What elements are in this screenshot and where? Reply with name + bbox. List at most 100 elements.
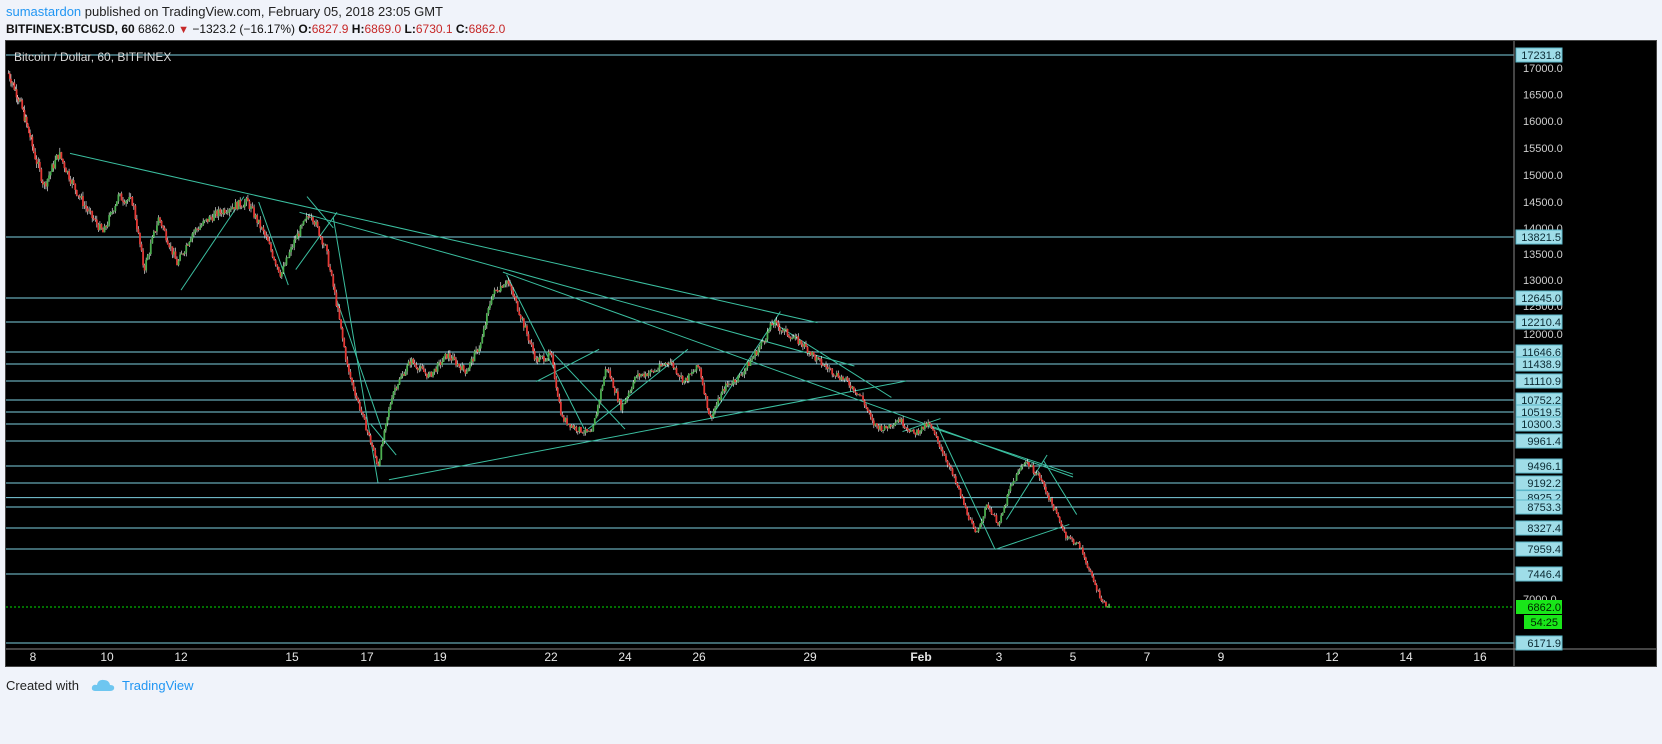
level-label-box	[1515, 499, 1563, 515]
candle-body	[346, 359, 349, 365]
trendline[interactable]	[506, 274, 585, 430]
trendline[interactable]	[535, 348, 600, 383]
price-chart[interactable]: 17000.0 16500.0 16000.0 15500.0 15000.0 14500…	[6, 41, 1656, 666]
candle-body	[305, 216, 308, 220]
candle-body	[592, 425, 595, 432]
candle-body	[1014, 480, 1016, 482]
candle-body	[927, 422, 930, 427]
candle-body	[954, 476, 957, 484]
candle-body	[729, 383, 732, 385]
trendline[interactable]	[936, 423, 996, 550]
level-label-box	[1515, 314, 1563, 330]
candle-body	[906, 427, 909, 431]
candle-body	[290, 247, 292, 253]
trendline[interactable]	[69, 152, 818, 324]
candle-body	[791, 337, 794, 340]
trendline[interactable]	[902, 418, 941, 433]
candle-body	[658, 364, 661, 370]
trendline[interactable]	[920, 423, 1074, 475]
level-label: 11110.9	[1524, 376, 1561, 388]
candle-body	[398, 378, 401, 385]
candle-body	[851, 386, 854, 389]
trendline[interactable]	[180, 196, 245, 291]
author-link[interactable]: sumastardon	[6, 4, 82, 19]
candle-body	[598, 400, 601, 406]
candle-body	[1095, 585, 1098, 591]
candle-body	[1043, 482, 1046, 487]
candle-body	[307, 216, 310, 218]
candle-body	[723, 388, 726, 391]
candle-body	[761, 341, 764, 343]
candle-body	[731, 384, 733, 385]
candle-body	[322, 244, 325, 246]
candle-body	[72, 180, 75, 184]
candle-body	[624, 399, 627, 404]
candle-body	[247, 198, 249, 202]
candle-body	[835, 372, 838, 376]
candle-body	[506, 280, 508, 284]
candle-body	[820, 358, 823, 366]
candle-body	[277, 266, 280, 273]
candle-body	[106, 224, 109, 228]
trendline[interactable]	[370, 423, 397, 456]
candle-body	[465, 371, 468, 374]
candle-body	[1078, 542, 1081, 549]
candle-body	[421, 366, 424, 369]
candle-body	[1023, 463, 1026, 466]
trendline[interactable]	[388, 380, 907, 481]
candle-body	[332, 275, 335, 287]
candle-body	[82, 196, 84, 207]
candle-body	[392, 391, 395, 399]
trendline[interactable]	[295, 212, 338, 270]
candle-body	[825, 364, 827, 367]
candle-body	[1071, 538, 1073, 540]
trendline[interactable]	[772, 322, 892, 398]
candle-body	[785, 328, 787, 330]
candle-body	[337, 305, 339, 308]
down-arrow-icon: ▼	[178, 24, 189, 36]
candle-body	[621, 404, 624, 411]
candle-body	[633, 376, 636, 383]
trendline[interactable]	[994, 523, 1070, 550]
trendline[interactable]	[1042, 460, 1078, 515]
candle-body	[1029, 466, 1032, 468]
level-label-box	[1515, 566, 1563, 582]
candle-body	[340, 319, 342, 329]
candle-body	[384, 423, 387, 431]
candle-body	[1066, 537, 1069, 539]
tradingview-link[interactable]: TradingView	[122, 678, 194, 693]
candle-body	[375, 456, 378, 464]
candle-body	[894, 422, 897, 426]
candle-body	[817, 357, 820, 359]
candle-body	[182, 253, 185, 255]
candle-body	[354, 389, 357, 396]
trendline[interactable]	[554, 354, 626, 430]
candle-body	[609, 370, 612, 378]
trendline[interactable]	[258, 201, 289, 286]
candle-body	[555, 378, 558, 388]
trendline[interactable]	[709, 311, 781, 419]
candle-body	[78, 196, 81, 198]
candle-body	[333, 286, 336, 293]
candle-body	[103, 225, 106, 233]
trendline[interactable]	[336, 300, 383, 430]
candle-body	[919, 431, 921, 434]
candle-body	[1060, 521, 1063, 527]
candle-body	[57, 154, 60, 159]
candle-body	[984, 508, 986, 517]
candle-body	[546, 358, 548, 361]
candle-body	[450, 358, 453, 361]
trendline[interactable]	[299, 211, 855, 367]
trendline[interactable]	[1005, 454, 1048, 520]
candle-body	[211, 217, 214, 221]
chart-panel[interactable]: 17000.0 16500.0 16000.0 15500.0 15000.0 14500…	[5, 40, 1657, 667]
level-label: 10752.2	[1521, 395, 1561, 407]
candle-body	[136, 218, 138, 230]
candle-body	[575, 426, 578, 431]
candle-body	[194, 228, 197, 232]
candle-body	[219, 209, 222, 213]
candle-body	[637, 373, 639, 377]
candle-body	[191, 233, 194, 239]
candle-body	[691, 372, 693, 375]
trendline[interactable]	[306, 196, 334, 229]
